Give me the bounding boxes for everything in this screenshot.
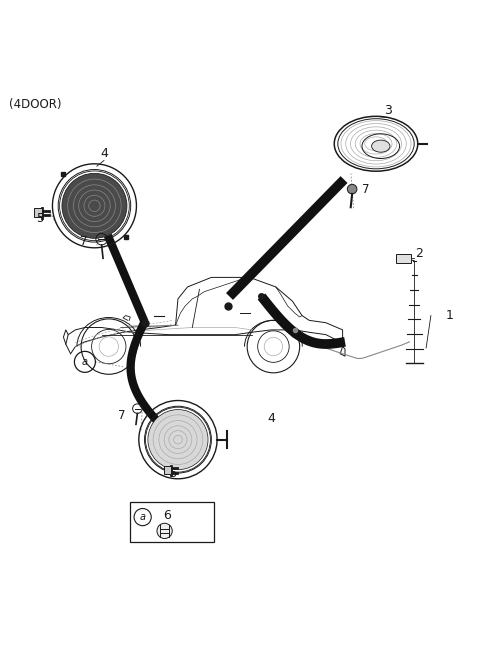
Text: 4: 4 bbox=[100, 147, 108, 160]
Circle shape bbox=[62, 174, 127, 238]
Text: (4DOOR): (4DOOR) bbox=[9, 98, 61, 111]
Circle shape bbox=[348, 184, 357, 194]
Ellipse shape bbox=[372, 140, 390, 152]
Circle shape bbox=[157, 523, 172, 538]
Bar bbox=[396, 255, 411, 263]
Circle shape bbox=[148, 409, 208, 470]
Text: 5: 5 bbox=[36, 212, 43, 225]
Bar bbox=[164, 466, 171, 474]
Text: 1: 1 bbox=[446, 309, 454, 322]
Text: 2: 2 bbox=[415, 247, 423, 260]
Text: a: a bbox=[82, 357, 88, 367]
Text: 4: 4 bbox=[267, 412, 275, 424]
Text: 7: 7 bbox=[80, 235, 87, 248]
Text: 7: 7 bbox=[118, 409, 125, 422]
Text: 6: 6 bbox=[163, 508, 170, 521]
Text: 5: 5 bbox=[169, 467, 177, 480]
Bar bbox=[34, 208, 42, 217]
Text: a: a bbox=[140, 512, 145, 522]
Text: 3: 3 bbox=[384, 104, 392, 117]
Bar bbox=[130, 502, 214, 542]
Text: 7: 7 bbox=[362, 183, 369, 196]
